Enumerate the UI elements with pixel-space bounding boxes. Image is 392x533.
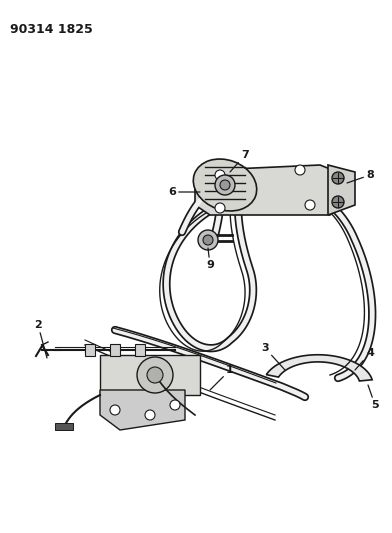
Text: 90314 1825: 90314 1825	[10, 23, 93, 36]
Text: 5: 5	[368, 385, 379, 410]
Polygon shape	[195, 165, 348, 215]
Polygon shape	[100, 390, 185, 430]
Circle shape	[305, 200, 315, 210]
Circle shape	[215, 170, 225, 180]
Circle shape	[332, 172, 344, 184]
Ellipse shape	[193, 159, 257, 211]
Circle shape	[215, 175, 235, 195]
Bar	[85, 344, 95, 356]
Text: 1: 1	[210, 365, 234, 390]
Circle shape	[147, 367, 163, 383]
Bar	[110, 344, 120, 356]
Text: 2: 2	[34, 320, 47, 358]
FancyBboxPatch shape	[100, 355, 200, 395]
Circle shape	[170, 400, 180, 410]
Bar	[55, 423, 73, 430]
Circle shape	[145, 410, 155, 420]
Text: 8: 8	[347, 170, 374, 183]
Circle shape	[137, 357, 173, 393]
Circle shape	[295, 165, 305, 175]
Circle shape	[332, 196, 344, 208]
Text: 7: 7	[230, 150, 249, 172]
Polygon shape	[266, 355, 372, 381]
Text: 9: 9	[206, 248, 214, 270]
Text: 3: 3	[261, 343, 285, 370]
Bar	[135, 344, 145, 356]
Circle shape	[215, 203, 225, 213]
Circle shape	[203, 235, 213, 245]
Text: 4: 4	[355, 348, 374, 370]
Text: 6: 6	[168, 187, 200, 197]
Circle shape	[220, 180, 230, 190]
Circle shape	[110, 405, 120, 415]
Circle shape	[198, 230, 218, 250]
Polygon shape	[328, 165, 355, 215]
